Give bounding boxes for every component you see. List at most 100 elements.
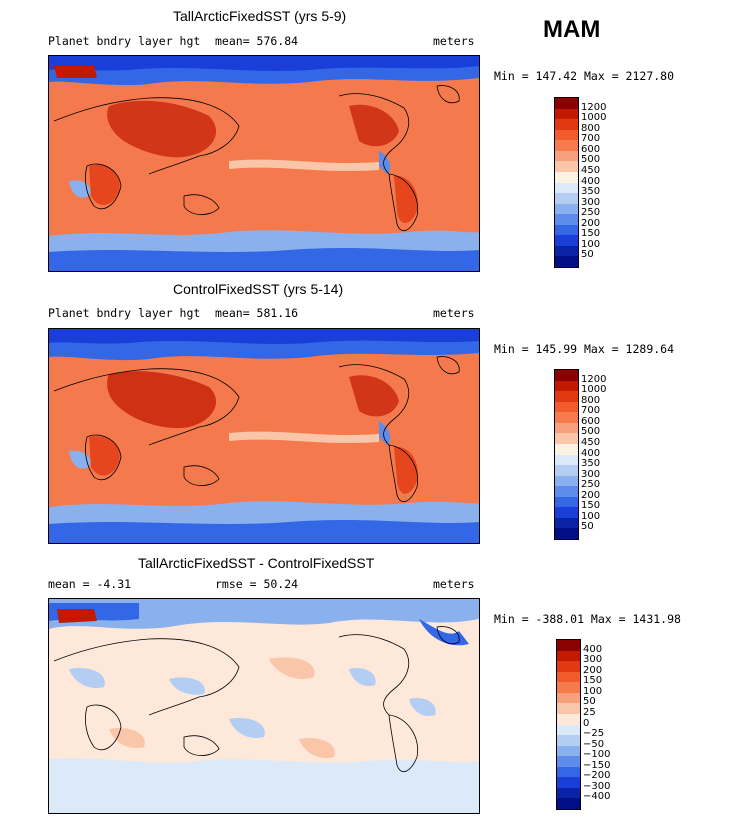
colorbar-segment — [555, 161, 578, 172]
season-label: MAM — [543, 16, 601, 43]
colorbar-tick-label: −400 — [583, 791, 611, 803]
colorbar-segment — [555, 433, 578, 444]
colorbar-segment — [555, 475, 578, 487]
colorbar-segment — [557, 650, 580, 662]
colorbar-segment — [557, 640, 580, 651]
colorbar-segment — [555, 454, 578, 466]
colorbar-tick-label: 50 — [583, 696, 596, 708]
panel1-mean-label: mean= 576.84 — [215, 34, 299, 48]
colorbar-segment — [557, 724, 580, 736]
colorbar-segment — [555, 507, 578, 518]
colorbar-tick-label: 800 — [581, 394, 601, 406]
colorbar-segment — [555, 224, 578, 236]
colorbar-segment — [557, 713, 580, 725]
colorbar-tick-label: 150 — [581, 500, 601, 512]
colorbar-tick-label: 200 — [583, 664, 603, 676]
colorbar-tick-label: 450 — [581, 164, 601, 176]
colorbar-tick-label: 25 — [583, 706, 596, 718]
colorbar-tick-label: −25 — [583, 728, 605, 740]
colorbar-tick-label: 1200 — [581, 373, 607, 385]
colorbar-tick-label: 100 — [581, 238, 601, 250]
colorbar-tick-label: −200 — [583, 770, 611, 782]
colorbar-segment — [557, 661, 580, 672]
panel1-colorbar — [554, 97, 579, 268]
panel3-rmse-label: rmse = 50.24 — [215, 577, 299, 591]
panel2-variable-label: Planet bndry layer hgt — [48, 306, 201, 320]
colorbar-segment — [557, 671, 580, 683]
colorbar-segment — [557, 756, 580, 767]
colorbar-tick-label: 400 — [581, 175, 601, 187]
colorbar-tick-label: 1000 — [581, 112, 607, 124]
colorbar-tick-label: 500 — [581, 426, 601, 438]
colorbar-segment — [557, 692, 580, 704]
colorbar-tick-label: 1000 — [581, 384, 607, 396]
colorbar-tick-label: −100 — [583, 749, 611, 761]
colorbar-segment — [555, 140, 578, 151]
colorbar-segment — [555, 256, 578, 267]
colorbar-tick-label: 350 — [581, 186, 601, 198]
colorbar-tick-label: 0 — [583, 717, 590, 729]
colorbar-tick-label: 450 — [581, 436, 601, 448]
colorbar-segment — [555, 391, 578, 402]
colorbar-segment — [557, 735, 580, 746]
panel1-title: TallArcticFixedSST (yrs 5-9) — [173, 8, 347, 24]
colorbar-tick-label: 150 — [583, 675, 603, 687]
colorbar-tick-label: 200 — [581, 489, 601, 501]
colorbar-tick-label: 600 — [581, 143, 601, 155]
colorbar-segment — [557, 745, 580, 757]
panel2-title: ControlFixedSST (yrs 5-14) — [173, 281, 344, 297]
colorbar-segment — [555, 465, 578, 476]
panel2-map-graphic — [49, 329, 479, 543]
colorbar-segment — [555, 443, 578, 455]
panel3-units-label: meters — [433, 577, 475, 591]
colorbar-tick-label: 400 — [583, 643, 603, 655]
colorbar-segment — [555, 108, 578, 120]
colorbar-segment — [555, 193, 578, 204]
panel3-map — [48, 598, 480, 814]
colorbar-segment — [557, 777, 580, 788]
colorbar-tick-label: 300 — [581, 196, 601, 208]
colorbar-segment — [555, 171, 578, 183]
colorbar-tick-label: 100 — [583, 685, 603, 697]
colorbar-segment — [555, 150, 578, 162]
colorbar-tick-label: 700 — [581, 405, 601, 417]
colorbar-segment — [555, 98, 578, 109]
colorbar-segment — [557, 787, 580, 799]
colorbar-segment — [555, 401, 578, 413]
panel2-minmax: Min = 145.99 Max = 1289.64 — [494, 342, 675, 356]
colorbar-tick-label: 300 — [583, 654, 603, 666]
colorbar-segment — [555, 412, 578, 423]
colorbar-tick-label: 100 — [581, 510, 601, 522]
colorbar-segment — [555, 119, 578, 130]
colorbar-tick-label: 150 — [581, 228, 601, 240]
panel3-map-graphic — [49, 599, 479, 813]
colorbar-segment — [555, 214, 578, 225]
panel1-map-graphic — [49, 56, 479, 271]
colorbar-tick-label: 800 — [581, 122, 601, 134]
colorbar-segment — [555, 496, 578, 508]
colorbar-tick-label: −150 — [583, 759, 611, 771]
panel3-title: TallArcticFixedSST - ControlFixedSST — [138, 555, 375, 571]
colorbar-tick-label: 50 — [581, 521, 594, 533]
colorbar-segment — [555, 129, 578, 141]
panel2-mean-label: mean= 581.16 — [215, 306, 299, 320]
colorbar-segment — [555, 235, 578, 246]
panel1-minmax: Min = 147.42 Max = 2127.80 — [494, 69, 675, 83]
colorbar-tick-label: 600 — [581, 415, 601, 427]
panel3-minmax: Min = -388.01 Max = 1431.98 — [494, 612, 681, 626]
colorbar-tick-label: 350 — [581, 458, 601, 470]
colorbar-segment — [557, 682, 580, 693]
colorbar-segment — [555, 380, 578, 392]
colorbar-tick-label: −50 — [583, 738, 605, 750]
panel1-units-label: meters — [433, 34, 475, 48]
panel3-mean-label: mean = -4.31 — [48, 577, 132, 591]
panel2-units-label: meters — [433, 306, 475, 320]
colorbar-tick-label: −300 — [583, 780, 611, 792]
colorbar-segment — [557, 798, 580, 809]
colorbar-segment — [555, 245, 578, 257]
colorbar-segment — [555, 370, 578, 381]
panel3-colorbar — [556, 639, 581, 810]
colorbar-tick-label: 400 — [581, 447, 601, 459]
colorbar-segment — [557, 703, 580, 714]
colorbar-tick-label: 250 — [581, 207, 601, 219]
